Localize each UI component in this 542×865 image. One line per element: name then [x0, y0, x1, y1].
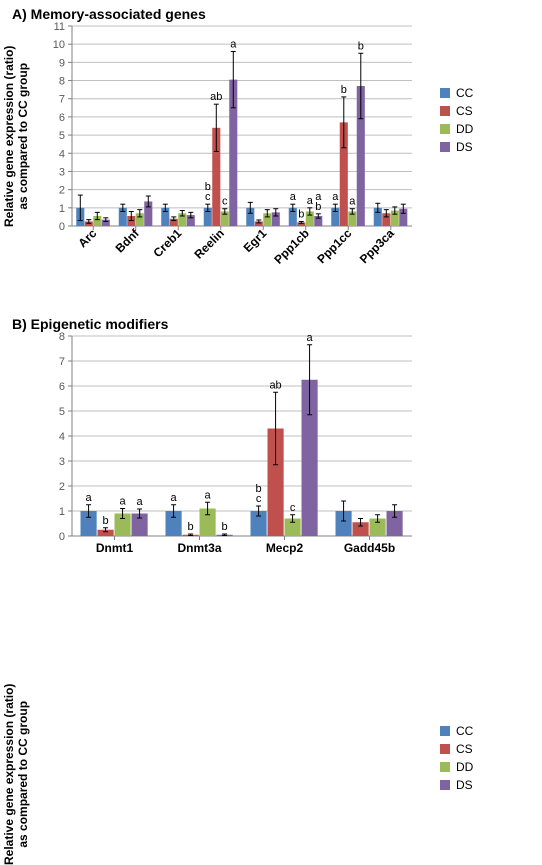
- sig-label: c: [256, 493, 262, 505]
- legend-label: DS: [456, 140, 473, 154]
- panel-b-ylabel: Relative gene expression (ratio) as comp…: [2, 684, 30, 865]
- xtick-label: Ppp3ca: [357, 226, 397, 266]
- svg-text:1: 1: [59, 506, 65, 518]
- legend-item: DS: [440, 140, 473, 154]
- legend-item: DD: [440, 760, 473, 774]
- legend-item: CS: [440, 104, 473, 118]
- legend-b: CC CS DD DS: [440, 724, 473, 796]
- panel-epigenetic: B) Epigenetic modifiers Relative gene ex…: [0, 310, 542, 630]
- sig-label: b: [341, 84, 347, 96]
- svg-text:7: 7: [59, 94, 65, 106]
- svg-text:0: 0: [59, 531, 65, 543]
- sig-label: b: [298, 208, 304, 220]
- xtick-label: Dnmt1: [96, 541, 134, 555]
- sig-label: a: [290, 191, 297, 203]
- sig-label: a: [307, 332, 314, 344]
- svg-text:10: 10: [53, 39, 65, 51]
- legend-label: DD: [456, 760, 473, 774]
- xtick-label: Bdnf: [113, 226, 143, 256]
- svg-text:3: 3: [59, 456, 65, 468]
- svg-text:5: 5: [59, 130, 65, 142]
- svg-text:4: 4: [59, 431, 65, 443]
- legend-swatch: [440, 726, 450, 736]
- legend-label: CS: [456, 104, 473, 118]
- legend-item: CC: [440, 86, 473, 100]
- legend-label: CC: [456, 724, 473, 738]
- xtick-label: Egr1: [241, 226, 270, 255]
- svg-text:11: 11: [54, 22, 65, 33]
- legend-label: DD: [456, 122, 473, 136]
- sig-label: c: [222, 196, 228, 208]
- legend-label: CS: [456, 742, 473, 756]
- panel-b-title: B) Epigenetic modifiers: [0, 310, 542, 332]
- sig-label: a: [171, 492, 178, 504]
- chart-epigenetic: 012345678abaaDnmt1ababDnmt3abcabcaMecp2G…: [40, 332, 416, 558]
- svg-text:9: 9: [59, 57, 65, 69]
- panel-a-ylabel: Relative gene expression (ratio) as comp…: [2, 46, 30, 227]
- sig-label: a: [230, 38, 237, 50]
- legend-label: CC: [456, 86, 473, 100]
- svg-text:6: 6: [59, 112, 65, 124]
- svg-text:1: 1: [59, 203, 65, 215]
- svg-text:7: 7: [59, 356, 65, 368]
- svg-text:6: 6: [59, 381, 65, 393]
- svg-text:8: 8: [59, 332, 65, 343]
- sig-label: b: [188, 521, 194, 533]
- sig-label: c: [290, 502, 296, 514]
- xtick-label: Ppp1cc: [314, 226, 354, 266]
- sig-label: a: [120, 496, 127, 508]
- legend-swatch: [440, 744, 450, 754]
- legend-swatch: [440, 124, 450, 134]
- svg-text:8: 8: [59, 76, 65, 88]
- sig-label: b: [222, 521, 228, 533]
- xtick-label: Mecp2: [266, 541, 304, 555]
- xtick-label: Ppp1cb: [271, 226, 312, 267]
- legend-item: CS: [440, 742, 473, 756]
- panel-memory-genes: A) Memory-associated genes Relative gene…: [0, 0, 542, 310]
- svg-text:3: 3: [59, 166, 65, 178]
- sig-label: b: [103, 515, 109, 527]
- sig-label: c: [205, 191, 211, 203]
- xtick-label: Arc: [75, 226, 99, 250]
- legend-swatch: [440, 780, 450, 790]
- legend-item: DS: [440, 778, 473, 792]
- legend-swatch: [440, 88, 450, 98]
- sig-label: a: [332, 191, 339, 203]
- sig-label: a: [349, 196, 356, 208]
- svg-text:4: 4: [59, 148, 65, 160]
- sig-label: ab: [210, 91, 222, 103]
- svg-text:2: 2: [59, 481, 65, 493]
- xtick-label: Dnmt3a: [177, 541, 221, 555]
- sig-label: ab: [269, 379, 281, 391]
- sig-label: a: [86, 492, 93, 504]
- legend-label: DS: [456, 778, 473, 792]
- sig-label: a: [205, 489, 212, 501]
- xtick-label: Creb1: [150, 226, 184, 260]
- panel-a-title: A) Memory-associated genes: [0, 0, 542, 22]
- sig-label: a: [307, 195, 314, 207]
- legend-swatch: [440, 106, 450, 116]
- xtick-label: Gadd45b: [344, 541, 395, 555]
- svg-text:0: 0: [59, 221, 65, 233]
- sig-label: b: [358, 40, 364, 52]
- legend-swatch: [440, 762, 450, 772]
- svg-text:5: 5: [59, 406, 65, 418]
- legend-item: CC: [440, 724, 473, 738]
- legend-item: DD: [440, 122, 473, 136]
- sig-label: b: [315, 201, 321, 213]
- sig-label: a: [137, 496, 144, 508]
- xtick-label: Reelin: [192, 226, 227, 261]
- chart-memory-genes: 01234567891011ArcBdnfCreb1bcabcaReelinEg…: [40, 22, 416, 280]
- legend-a: CC CS DD DS: [440, 86, 473, 158]
- legend-swatch: [440, 142, 450, 152]
- svg-text:2: 2: [59, 185, 65, 197]
